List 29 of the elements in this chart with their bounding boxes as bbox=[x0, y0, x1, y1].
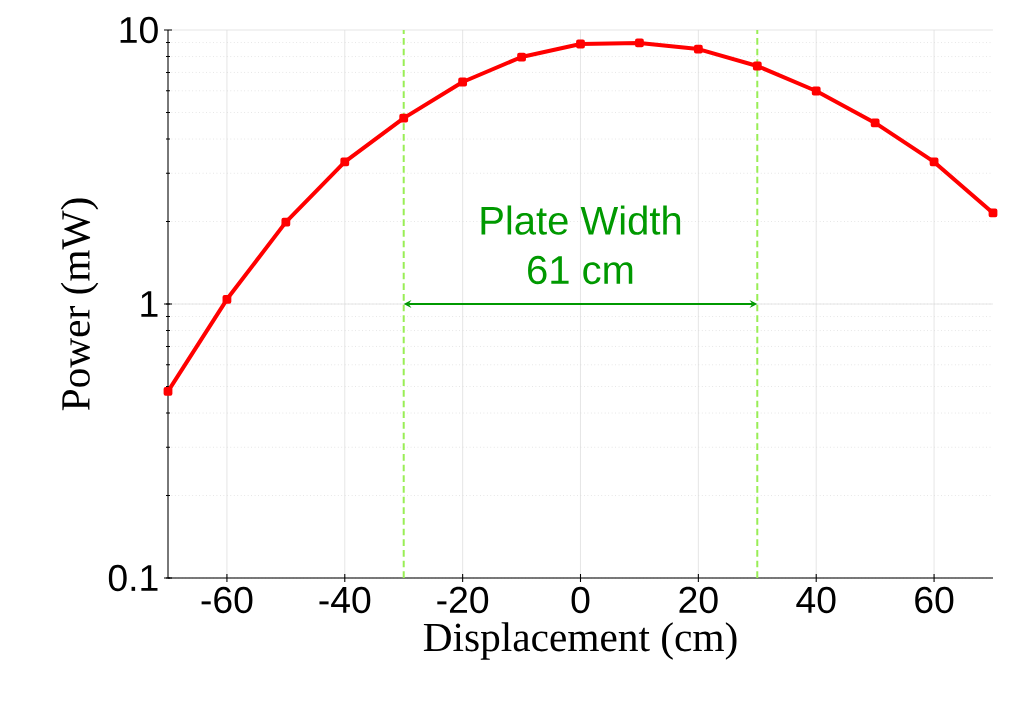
x-tick-label: -20 bbox=[437, 586, 489, 614]
point bbox=[752, 61, 762, 71]
point bbox=[458, 77, 468, 87]
point bbox=[517, 52, 526, 62]
x-tick-label: 60 bbox=[915, 586, 954, 614]
x-tick-label: -40 bbox=[319, 586, 371, 614]
point bbox=[281, 217, 291, 227]
x-axis-title: Displacement (cm) bbox=[423, 622, 737, 660]
point bbox=[929, 157, 939, 167]
point bbox=[399, 113, 409, 123]
x-tick-label: 20 bbox=[679, 586, 718, 614]
y-tick-label: 0.1 bbox=[108, 564, 158, 592]
point bbox=[870, 118, 880, 128]
point bbox=[811, 86, 821, 96]
x-tick-label: 40 bbox=[796, 586, 836, 614]
point bbox=[988, 208, 998, 218]
point bbox=[340, 157, 350, 167]
x-tick-label: 0 bbox=[571, 586, 590, 614]
annotation: Plate Width bbox=[481, 205, 681, 235]
y-tick-label: 10 bbox=[120, 16, 158, 44]
point bbox=[635, 38, 644, 48]
annotation: 61 cm bbox=[528, 255, 633, 285]
point bbox=[163, 386, 173, 396]
point bbox=[576, 39, 585, 49]
point bbox=[222, 294, 232, 304]
x-tick-label: -60 bbox=[201, 586, 253, 614]
y-tick-label: 1 bbox=[141, 291, 158, 317]
point bbox=[693, 44, 703, 54]
y-axis-title: Power (mW) bbox=[60, 198, 99, 411]
